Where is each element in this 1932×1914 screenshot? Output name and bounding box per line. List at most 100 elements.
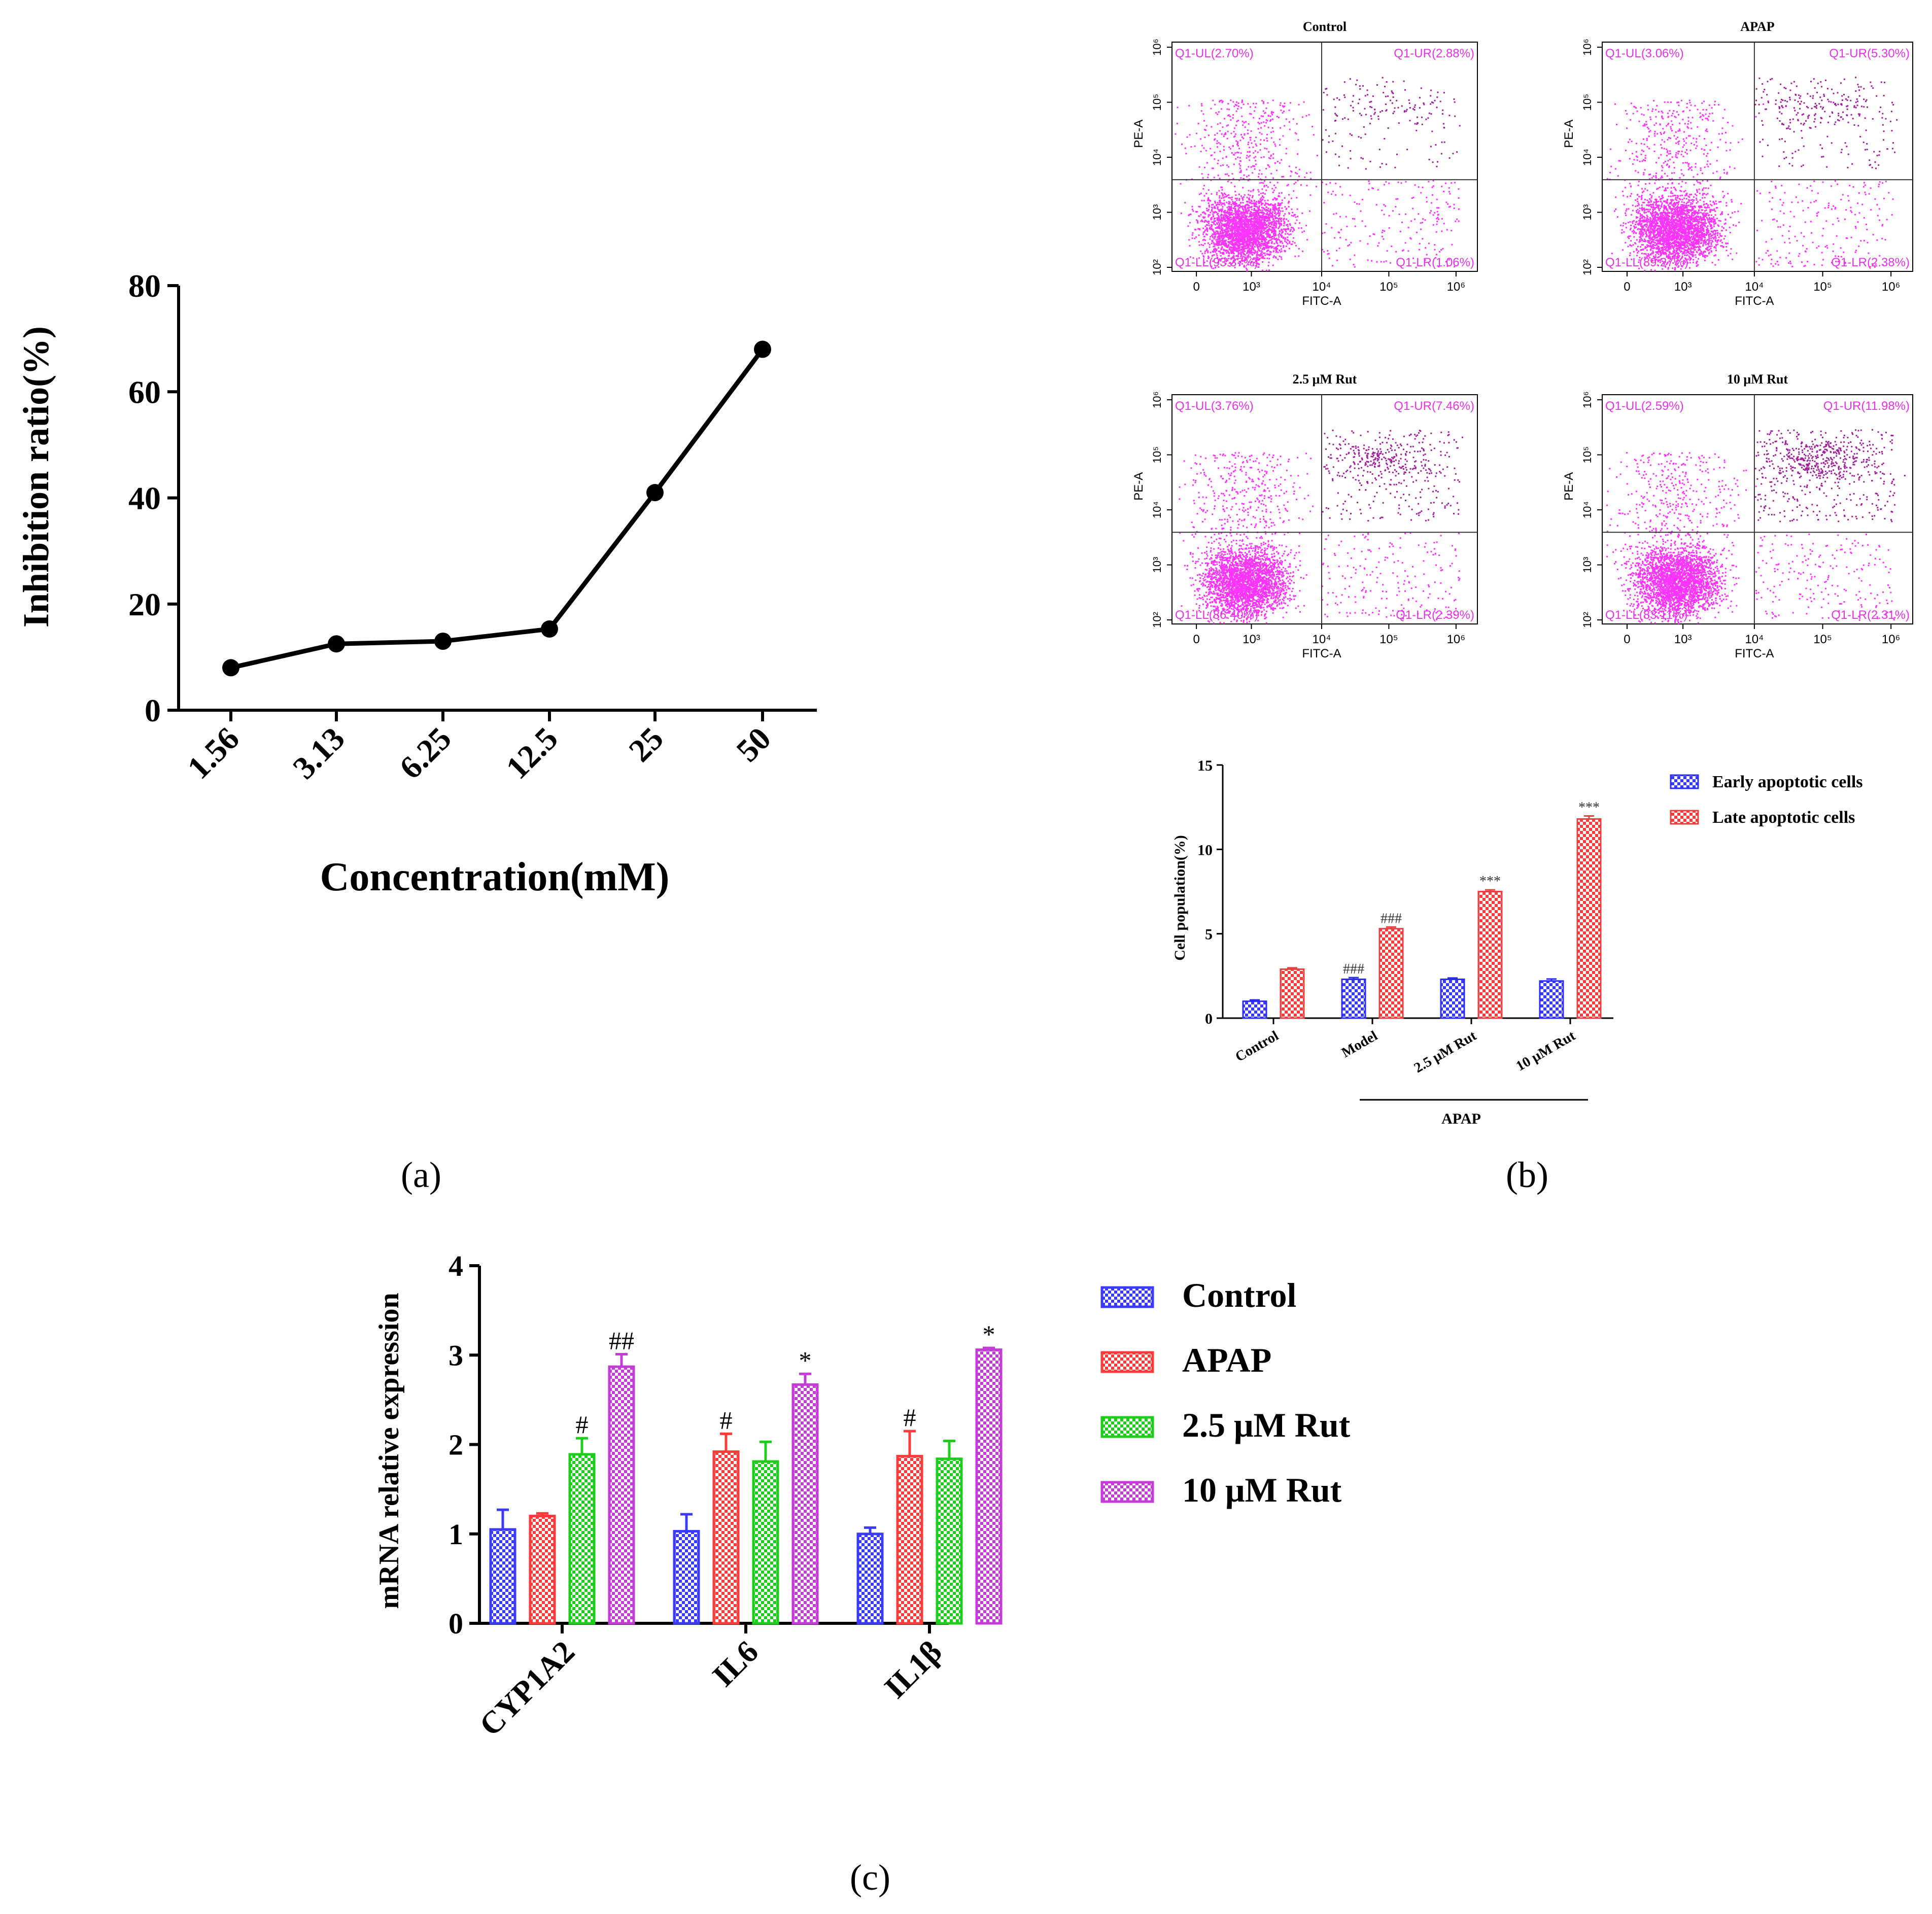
panel-c-bar — [975, 1348, 1003, 1625]
flow-ytick-label: 10² — [1151, 259, 1163, 275]
panel-c-ytick-label: 1 — [448, 1518, 463, 1551]
panel-a-data-point — [434, 632, 452, 650]
panel-c-legend-label: Control — [1182, 1276, 1296, 1314]
flow-xtick-label: 10⁶ — [1882, 280, 1901, 294]
flow-ytick-label: 10⁵ — [1581, 94, 1594, 111]
panel-c-bar-chart: mRNA relative expression 01234###CYP1A2#… — [373, 1249, 1351, 1743]
panel-b-legend-swatch — [1670, 810, 1699, 825]
flow-xtick-label: 0 — [1624, 633, 1630, 646]
flow-quadrant-ul: Q1-UL(2.59%) — [1605, 399, 1684, 413]
panel-c-ytick-label: 2 — [448, 1429, 463, 1461]
panel-c-legend-label: 2.5 μM Rut — [1182, 1406, 1351, 1444]
flow-ytick-label: 10³ — [1581, 557, 1594, 573]
panel-b-xtick-label: 10 μM Rut — [1513, 1028, 1578, 1074]
flow-plot-title: 10 μM Rut — [1727, 372, 1788, 387]
panel-a-ylabel: Inhibition ratio(%) — [16, 326, 56, 628]
panel-b-ytick-label: 15 — [1197, 757, 1213, 774]
flow-quadrant-ul: Q1-UL(2.70%) — [1175, 47, 1254, 60]
panel-c-annotation: * — [799, 1346, 812, 1374]
flow-dots-late — [1754, 429, 1906, 523]
flow-ytick-label: 10⁶ — [1581, 391, 1594, 408]
flow-quadrant-ul: Q1-UL(3.06%) — [1605, 47, 1684, 60]
flow-xtick-label: 10⁶ — [1447, 280, 1466, 294]
flow-xtick-label: 10⁴ — [1745, 633, 1764, 646]
flow-quadrant-lr: Q1-LR(2.39%) — [1396, 608, 1474, 622]
panel-c-bar — [712, 1450, 740, 1625]
panel-c-bar — [568, 1453, 596, 1625]
flow-ytick-label: 10⁴ — [1151, 149, 1163, 166]
flow-plot-title: Control — [1303, 19, 1347, 34]
panel-c-annotation: * — [983, 1320, 995, 1348]
panel-c-xtick-label: CYP1A2 — [473, 1634, 581, 1743]
flow-quadrant-lr: Q1-LR(2.31%) — [1831, 608, 1910, 622]
panel-b-annotation: *** — [1479, 874, 1501, 889]
flow-quadrant-ll: Q1-LL(89.27%) — [1605, 256, 1688, 269]
panel-b-ytick-label: 10 — [1197, 842, 1213, 858]
panel-b-bar-chart: Cell population(%) APAP 0 5 10 15 Control ###… — [1171, 757, 1863, 1127]
flow-quadrant-lr: Q1-LR(1.06%) — [1396, 256, 1474, 269]
panel-b-bar — [1539, 980, 1564, 1019]
panel-b-legend-label: Late apoptotic cells — [1712, 808, 1855, 827]
panel-b-legend-label: Early apoptotic cells — [1712, 773, 1863, 791]
panel-a-data-point — [541, 620, 558, 638]
flow-plot-2: APAP Q1-UL(3.06%) Q1-UR(5.30%) Q1-LL(89.27%… — [1562, 19, 1913, 308]
panel-c-annotation: # — [576, 1410, 589, 1439]
flow-ytick-label: 10⁴ — [1581, 501, 1594, 518]
panel-c-ytick-label: 0 — [448, 1607, 463, 1640]
panel-c-legend-swatch — [1100, 1286, 1154, 1308]
flow-ytick-label: 10³ — [1581, 204, 1594, 221]
flow-quadrant-ll: Q1-LL(83.11%) — [1605, 608, 1687, 622]
flow-xlabel: FITC-A — [1302, 294, 1341, 308]
flow-plot-title: 2.5 μM Rut — [1293, 372, 1357, 387]
flow-quadrant-ur: Q1-UR(11.98%) — [1823, 399, 1910, 413]
panel-c-annotation: ## — [609, 1326, 634, 1354]
panel-b-bar — [1242, 1000, 1267, 1019]
panel-b-bar — [1280, 968, 1305, 1019]
flow-ytick-label: 10⁵ — [1151, 94, 1163, 111]
panel-b-legend-swatch — [1670, 774, 1699, 789]
panel-a-ytick-label: 0 — [145, 692, 161, 728]
flow-plot-title: APAP — [1740, 19, 1775, 34]
flow-xlabel: FITC-A — [1302, 647, 1341, 660]
flow-plot-4: 10 μM Rut Q1-UL(2.59%) Q1-UR(11.98%) Q1-LL(… — [1562, 372, 1913, 660]
flow-quadrant-ul: Q1-UL(3.76%) — [1175, 399, 1254, 413]
panel-c-xtick-label: IL6 — [706, 1634, 765, 1693]
flow-plot-3: 2.5 μM Rut Q1-UL(3.76%) Q1-UR(7.46%) Q1-LL(… — [1132, 372, 1478, 660]
flow-plot-events — [1606, 77, 1898, 271]
flow-ylabel: PE-A — [1562, 472, 1576, 501]
panel-c-ytick-label: 4 — [448, 1249, 463, 1282]
panel-c-annotation: # — [720, 1406, 733, 1434]
flow-xtick-label: 10⁵ — [1813, 280, 1832, 294]
flow-quadrant-ll: Q1-LL(93.37%) — [1175, 256, 1258, 269]
panel-c-annotation: # — [904, 1403, 916, 1432]
panel-b-group-label: APAP — [1441, 1110, 1481, 1127]
flow-plot-frame — [1602, 394, 1913, 624]
panel-b-xtick-label: 2.5 μM Rut — [1411, 1028, 1479, 1076]
flow-ytick-label: 10² — [1581, 612, 1594, 628]
panel-a-data-point — [328, 635, 345, 653]
panel-label-b: (b) — [1506, 1155, 1548, 1195]
panel-b-annotation: ### — [1343, 961, 1364, 977]
flow-xtick-label: 10³ — [1674, 280, 1692, 294]
panel-b-flow-plots: Control Q1-UL(2.70%) Q1-UR(2.88%) Q1-LL(93.… — [1132, 19, 1913, 660]
panel-a-line-chart: Inhibition ratio(%) Concentration(mM) 0 2… — [16, 268, 817, 899]
panel-label-c: (c) — [850, 1857, 890, 1898]
flow-dots-main — [1179, 452, 1461, 624]
flow-xlabel: FITC-A — [1735, 647, 1774, 660]
flow-xtick-label: 10⁵ — [1379, 280, 1398, 294]
flow-ytick-label: 10⁶ — [1581, 39, 1594, 56]
flow-dots-main — [1606, 99, 1894, 271]
panel-b-xtick-label: Model — [1339, 1028, 1381, 1061]
flow-quadrant-lr: Q1-LR(2.38%) — [1831, 256, 1910, 269]
flow-xtick-label: 10³ — [1243, 280, 1260, 294]
flow-xtick-label: 10⁵ — [1813, 633, 1832, 646]
flow-dots-late — [1754, 77, 1898, 169]
panel-a-xtick-label: 50 — [729, 720, 777, 769]
panel-c-bar — [529, 1515, 556, 1625]
panel-c-bar — [856, 1533, 884, 1625]
flow-quadrant-ur: Q1-UR(2.88%) — [1394, 47, 1474, 60]
flow-xtick-label: 10⁴ — [1312, 280, 1331, 294]
panel-label-a: (a) — [401, 1155, 441, 1195]
panel-a-data-point — [646, 484, 664, 502]
